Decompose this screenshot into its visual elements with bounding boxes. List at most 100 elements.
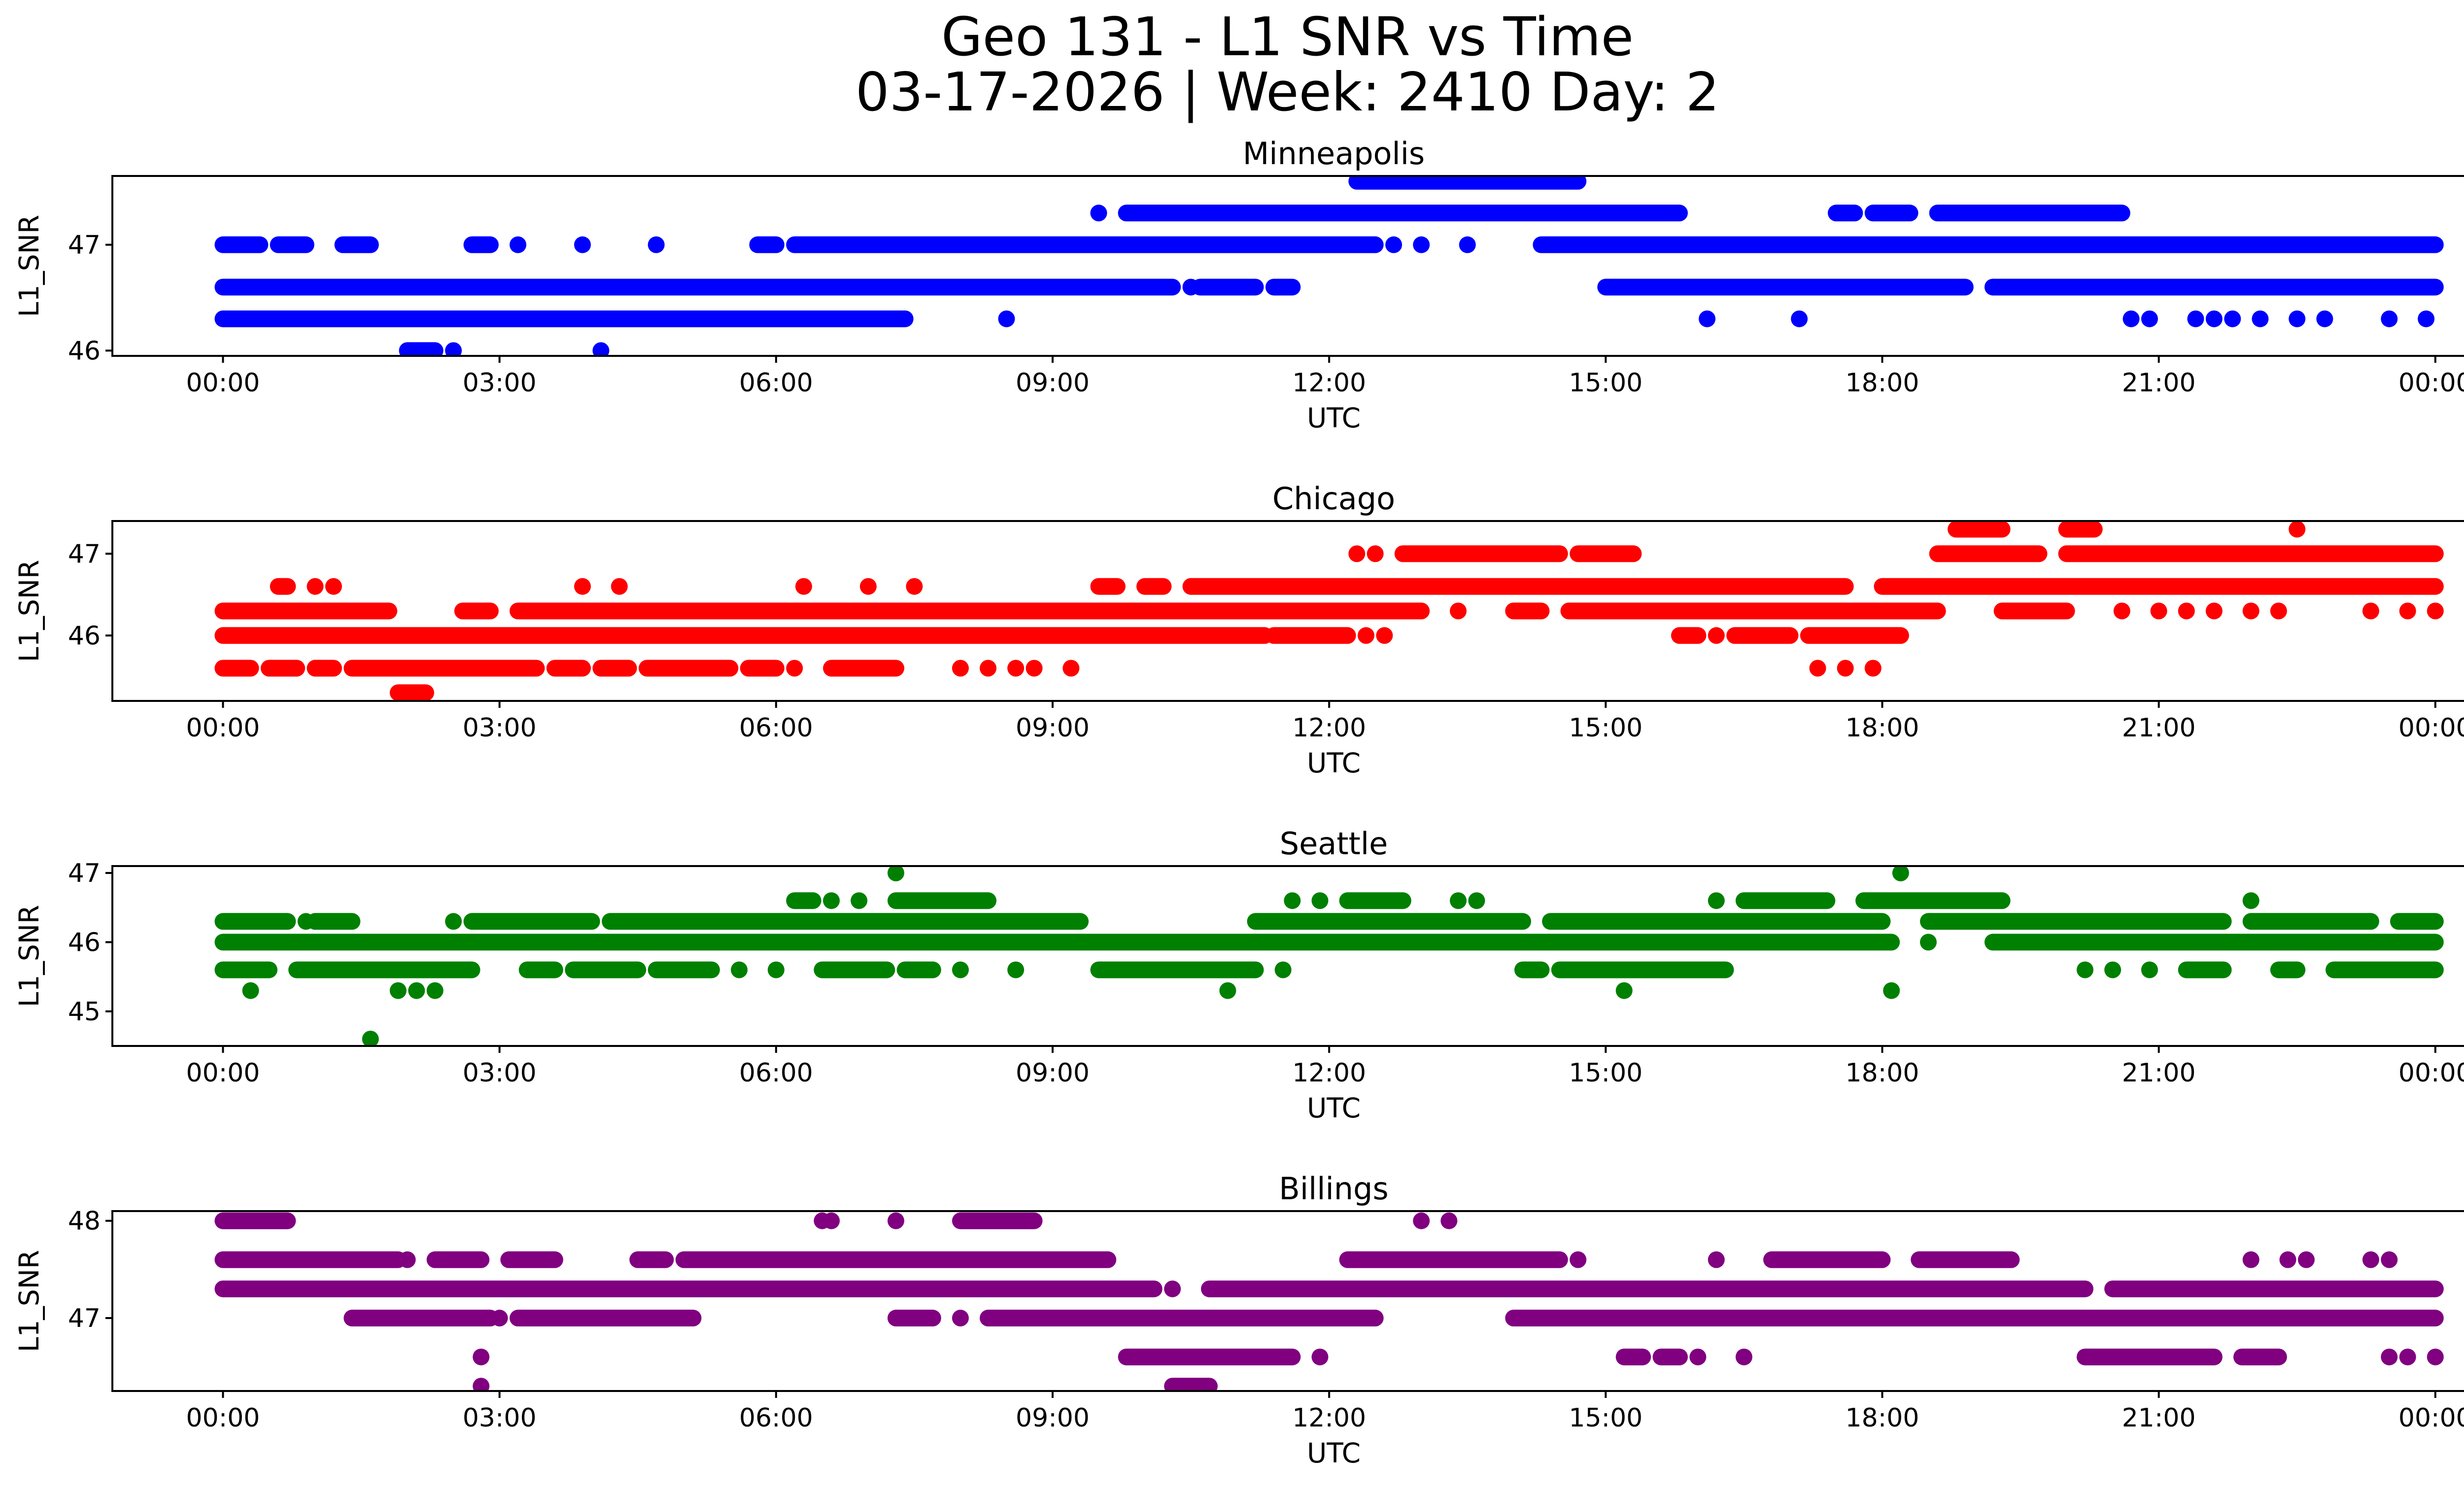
y-tick-label: 46 (68, 928, 101, 957)
scatter-point (473, 1348, 490, 1365)
scatter-point (2418, 310, 2435, 327)
x-axis-label: UTC (1307, 402, 1361, 434)
scatter-point (823, 892, 840, 909)
scatter-point (2252, 310, 2269, 327)
scatter-point (2224, 310, 2241, 327)
scatter-point (1357, 627, 1374, 644)
scatter-point (1413, 236, 1430, 253)
scatter-point (1026, 660, 1043, 677)
x-tick-label: 21:00 (2122, 1403, 2196, 1433)
scatter-point (1570, 1251, 1587, 1268)
scatter-point (1450, 892, 1467, 909)
panel-seattle: Seattle 00:00 03:00 06:00 09:00 12:00 15:00 18:… (13, 826, 2464, 1124)
scatter-point (2077, 961, 2094, 978)
scatter-point (1468, 892, 1485, 909)
scatter-point (2381, 1348, 2398, 1365)
scatter-point (887, 866, 904, 882)
scatter-point (510, 236, 527, 253)
scatter-point (2297, 1251, 2315, 1268)
y-tick-label: 47 (68, 231, 101, 260)
y-axis-label: L1_SNR (13, 215, 45, 317)
x-tick-label: 03:00 (463, 1058, 537, 1088)
scatter-point (2122, 310, 2140, 327)
scatter-point (980, 660, 997, 677)
x-tick-label: 09:00 (1016, 368, 1090, 398)
scatter-point (998, 310, 1015, 327)
figure-title-line-1: Geo 131 - L1 SNR vs Time (941, 6, 1634, 68)
x-tick-label: 12:00 (1292, 713, 1366, 743)
scatter-point (851, 892, 868, 909)
scatter-point (648, 236, 665, 253)
scatter-point (389, 982, 407, 999)
scatter-point (1837, 660, 1854, 677)
x-tick-label: 21:00 (2122, 713, 2196, 743)
scatter-point (2381, 1251, 2398, 1268)
x-tick-label: 00:00 (2398, 368, 2464, 398)
scatter-point (2205, 602, 2223, 620)
scatter-point (1699, 310, 1716, 327)
scatter-series (214, 1212, 2444, 1391)
scatter-point (823, 1212, 840, 1229)
scatter-point (362, 1030, 379, 1046)
scatter-point (2178, 602, 2195, 620)
scatter-point (1450, 602, 1467, 620)
x-tick-label: 15:00 (1569, 368, 1643, 398)
x-tick-label: 06:00 (739, 713, 813, 743)
x-tick-label: 00:00 (2398, 1058, 2464, 1088)
scatter-point (1385, 236, 1403, 253)
scatter-point (2242, 602, 2259, 620)
plot-frame (111, 865, 2464, 1047)
x-tick-label: 00:00 (186, 1403, 260, 1433)
scatter-point (491, 1310, 508, 1327)
y-tick-label: 47 (68, 539, 101, 569)
scatter-point (906, 578, 923, 595)
scatter-point (399, 1251, 416, 1268)
plot-frame (111, 175, 2464, 357)
scatter-point (242, 982, 259, 999)
scatter-point (426, 982, 444, 999)
x-tick-label: 06:00 (739, 1058, 813, 1088)
scatter-point (1708, 627, 1725, 644)
x-tick-label: 18:00 (1846, 713, 1919, 743)
scatter-point (1311, 892, 1329, 909)
y-tick-label: 48 (68, 1207, 101, 1236)
scatter-point (1864, 660, 1882, 677)
x-tick-label: 00:00 (2398, 713, 2464, 743)
x-tick-label: 00:00 (186, 368, 260, 398)
y-tick-label: 47 (68, 1304, 101, 1333)
figure-title-line-2: 03-17-2026 | Week: 2410 Day: 2 (855, 62, 1720, 123)
scatter-point (2427, 1348, 2444, 1365)
x-tick-label: 00:00 (186, 713, 260, 743)
scatter-point (1348, 545, 1366, 562)
x-tick-label: 15:00 (1569, 713, 1643, 743)
scatter-point (1090, 205, 1107, 222)
scatter-point (1182, 278, 1199, 296)
scatter-point (445, 913, 462, 930)
x-tick-label: 12:00 (1292, 1403, 1366, 1433)
x-tick-label: 18:00 (1846, 1058, 1919, 1088)
scatter-point (325, 578, 342, 595)
x-axis-label: UTC (1307, 1092, 1361, 1124)
scatter-point (2381, 310, 2398, 327)
x-tick-label: 21:00 (2122, 368, 2196, 398)
plot-frame (111, 520, 2464, 702)
scatter-point (2427, 602, 2444, 620)
y-axis-label: L1_SNR (13, 905, 45, 1007)
x-axis-label: UTC (1307, 1437, 1361, 1469)
scatter-point (859, 578, 877, 595)
x-axis-label: UTC (1307, 747, 1361, 779)
panel-minneapolis: Minneapolis 00:00 03:00 06:00 09:00 12:00 15:0… (13, 136, 2464, 434)
scatter-point (2242, 1251, 2259, 1268)
scatter-point (1007, 961, 1025, 978)
scatter-point (1376, 627, 1393, 644)
scatter-point (952, 961, 969, 978)
scatter-point (1219, 982, 1236, 999)
x-tick-label: 06:00 (739, 1403, 813, 1433)
scatter-point (307, 578, 324, 595)
scatter-point (2289, 310, 2306, 327)
scatter-point (1708, 892, 1725, 909)
figure-title: Geo 131 - L1 SNR vs Time 03-17-2026 | We… (0, 10, 2464, 120)
x-tick-label: 12:00 (1292, 1058, 1366, 1088)
scatter-point (2141, 310, 2158, 327)
x-tick-label: 00:00 (186, 1058, 260, 1088)
